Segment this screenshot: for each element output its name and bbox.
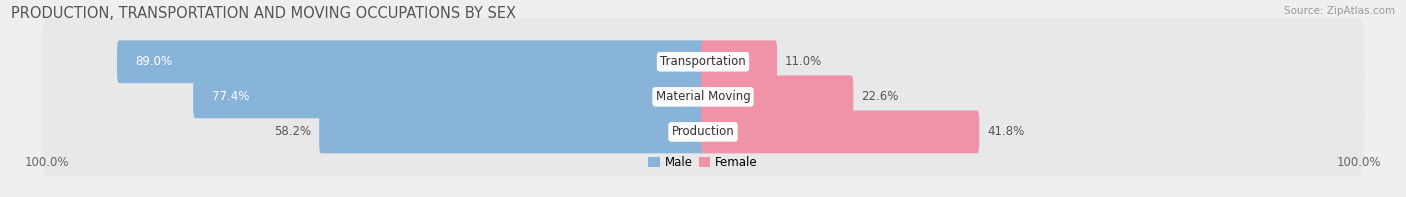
Text: Source: ZipAtlas.com: Source: ZipAtlas.com	[1284, 6, 1395, 16]
Text: 77.4%: 77.4%	[211, 90, 249, 103]
Text: 58.2%: 58.2%	[274, 125, 311, 138]
Text: 41.8%: 41.8%	[987, 125, 1025, 138]
FancyBboxPatch shape	[319, 111, 704, 153]
FancyBboxPatch shape	[702, 75, 853, 118]
FancyBboxPatch shape	[702, 111, 979, 153]
FancyBboxPatch shape	[193, 75, 704, 118]
Text: 22.6%: 22.6%	[860, 90, 898, 103]
Legend: Male, Female: Male, Female	[644, 151, 762, 174]
FancyBboxPatch shape	[42, 53, 1364, 141]
FancyBboxPatch shape	[117, 40, 704, 83]
FancyBboxPatch shape	[702, 40, 778, 83]
Text: Transportation: Transportation	[661, 55, 745, 68]
Text: PRODUCTION, TRANSPORTATION AND MOVING OCCUPATIONS BY SEX: PRODUCTION, TRANSPORTATION AND MOVING OC…	[11, 6, 516, 21]
FancyBboxPatch shape	[42, 18, 1364, 106]
Text: Production: Production	[672, 125, 734, 138]
Text: Material Moving: Material Moving	[655, 90, 751, 103]
Text: 11.0%: 11.0%	[785, 55, 823, 68]
Text: 89.0%: 89.0%	[135, 55, 173, 68]
FancyBboxPatch shape	[42, 88, 1364, 176]
